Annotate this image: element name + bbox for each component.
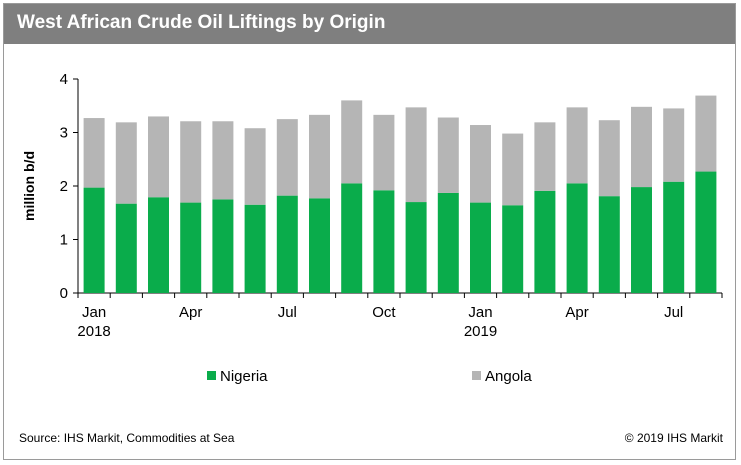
bar-angola xyxy=(502,133,524,206)
bar-angola xyxy=(566,107,588,184)
bar-angola xyxy=(276,119,298,196)
copyright-note: © 2019 IHS Markit xyxy=(624,431,723,445)
bar-angola xyxy=(115,122,137,204)
y-tick-label: 3 xyxy=(60,125,68,142)
x-tick-label: Jul xyxy=(664,304,683,321)
bar-angola xyxy=(83,118,105,188)
bar-nigeria xyxy=(373,190,395,293)
bar-angola xyxy=(212,121,234,200)
bar-nigeria xyxy=(148,197,169,293)
bar-nigeria xyxy=(631,187,652,293)
bar-angola xyxy=(663,108,685,182)
bar-nigeria xyxy=(437,192,459,293)
x-tick-sublabel: 2018 xyxy=(77,323,110,340)
bar-angola xyxy=(695,95,717,172)
x-tick-sublabel: 2019 xyxy=(464,323,497,340)
bar-angola xyxy=(534,122,556,191)
legend-swatch-nigeria xyxy=(207,371,216,380)
x-tick-label: Oct xyxy=(372,304,396,321)
bar-nigeria xyxy=(534,190,556,293)
y-tick-label: 2 xyxy=(60,178,68,195)
bar-angola xyxy=(341,100,363,184)
bar-angola xyxy=(470,125,491,203)
y-tick-label: 0 xyxy=(60,285,68,302)
bar-angola xyxy=(437,117,459,193)
bar-nigeria xyxy=(566,183,588,293)
x-tick-label: Apr xyxy=(565,304,588,321)
y-tick-label: 1 xyxy=(60,232,68,249)
bar-nigeria xyxy=(502,205,524,293)
y-tick-label: 4 xyxy=(60,71,68,88)
bar-nigeria xyxy=(663,181,685,293)
bar-angola xyxy=(148,116,169,198)
bar-nigeria xyxy=(341,183,363,293)
legend-label-nigeria: Nigeria xyxy=(220,368,268,385)
x-tick-label: Jul xyxy=(278,304,297,321)
chart-frame: West African Crude Oil Liftings by Origi… xyxy=(3,3,736,460)
bar-angola xyxy=(180,121,202,203)
bar-nigeria xyxy=(276,195,298,293)
bar-angola xyxy=(598,120,620,197)
x-tick-label: Jan xyxy=(82,304,106,321)
bar-angola xyxy=(244,128,266,205)
bar-nigeria xyxy=(405,202,427,293)
bar-nigeria xyxy=(695,171,717,293)
bar-nigeria xyxy=(244,204,266,293)
source-note: Source: IHS Markit, Commodities at Sea xyxy=(19,431,235,445)
chart-svg: 0 1 2 3 4 million b/d Jan 2018 Apr Jul Oct Jan 2019 A… xyxy=(21,71,723,385)
x-tick-label: Apr xyxy=(179,304,202,321)
bar-nigeria xyxy=(309,198,330,293)
bar-angola xyxy=(631,106,652,188)
bar-nigeria xyxy=(115,203,137,293)
bar-angola xyxy=(405,107,427,203)
chart-title: West African Crude Oil Liftings by Origi… xyxy=(17,12,386,33)
title-bar: West African Crude Oil Liftings by Origi… xyxy=(4,4,735,44)
y-axis-title: million b/d xyxy=(21,151,37,221)
bar-angola xyxy=(373,114,395,191)
bar-nigeria xyxy=(598,196,620,293)
x-tick-label: Jan xyxy=(468,304,492,321)
bar-nigeria xyxy=(180,202,202,293)
bar-nigeria xyxy=(470,202,491,293)
bar-angola xyxy=(309,114,330,199)
legend-swatch-angola xyxy=(472,371,481,380)
legend-label-angola: Angola xyxy=(485,368,532,385)
bar-nigeria xyxy=(83,187,105,293)
bar-nigeria xyxy=(212,199,234,293)
